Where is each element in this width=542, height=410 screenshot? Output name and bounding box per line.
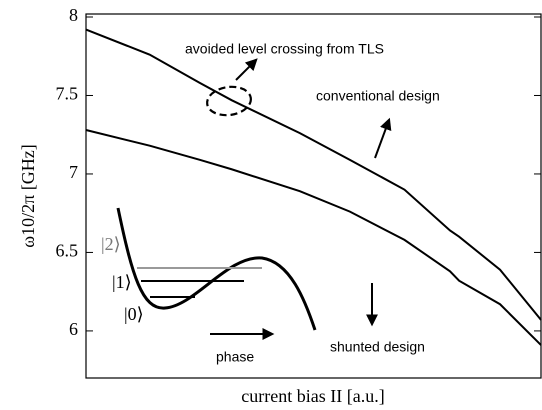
y-tick-label: 6 — [69, 319, 78, 339]
y-tick-label: 7 — [69, 162, 78, 182]
annotation: avoided level crossing from TLS — [185, 41, 384, 57]
level-label: |0⟩ — [124, 304, 144, 324]
y-tick-label: 7.5 — [56, 84, 79, 104]
series-line — [86, 130, 541, 345]
y-tick-label: 6.5 — [56, 241, 79, 261]
level-label: |1⟩ — [112, 272, 132, 292]
annotation: phase — [216, 349, 254, 365]
arrow — [375, 120, 389, 158]
y-tick-label: 8 — [69, 5, 78, 25]
y-axis-label: ω10/2π [GHz] — [18, 144, 38, 247]
series-label: shunted design — [330, 339, 425, 355]
chart: ω10/2π [GHz] current bias II [a.u.] avoi… — [0, 0, 542, 410]
level-label: |2⟩ — [101, 234, 121, 254]
series-line — [86, 30, 541, 320]
series-label: conventional design — [316, 88, 440, 104]
x-axis-label: current bias II [a.u.] — [241, 386, 384, 406]
arrow — [236, 60, 256, 80]
